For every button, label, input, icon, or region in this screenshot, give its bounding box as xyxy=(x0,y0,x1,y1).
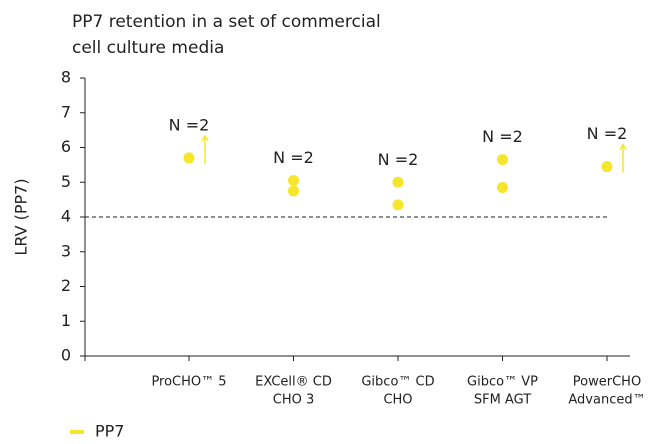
dot xyxy=(288,175,299,187)
annotation: N =2 xyxy=(273,148,314,167)
x-tick-label: Advanced™ xyxy=(568,393,645,408)
x-tick-label: EXCell® CD xyxy=(255,375,332,390)
y-tick-label: 3 xyxy=(61,241,71,260)
dot xyxy=(392,176,404,188)
y-tick-label: 6 xyxy=(61,137,71,156)
y-tick-label: 1 xyxy=(61,311,71,330)
arrow-head xyxy=(619,143,627,150)
y-tick-label: 0 xyxy=(61,346,71,365)
x-tick-label: Gibco™ VP xyxy=(467,375,538,390)
x-tick-label: PowerCHO xyxy=(573,375,641,390)
annotation: N =2 xyxy=(169,115,210,134)
y-tick-label: 4 xyxy=(61,207,71,226)
x-tick-label: CHO xyxy=(383,393,412,408)
dot xyxy=(601,161,613,173)
annotation: N =2 xyxy=(482,127,523,146)
annotation: N =2 xyxy=(378,150,419,169)
y-tick-label: 5 xyxy=(61,172,71,191)
dot xyxy=(392,199,404,211)
dot xyxy=(497,181,508,193)
y-tick-label: 8 xyxy=(61,68,71,87)
arrow-head xyxy=(201,134,209,142)
x-tick-label: CHO 3 xyxy=(273,393,315,408)
dot xyxy=(183,152,195,164)
x-tick-label: Gibco™ CD xyxy=(361,375,434,390)
x-tick-label: SFM AGT xyxy=(474,393,531,408)
y-axis-label: LRV (PP7) xyxy=(12,178,31,255)
y-tick-label: 2 xyxy=(61,276,71,295)
dot xyxy=(497,154,508,166)
dot xyxy=(288,185,299,197)
annotation: N =2 xyxy=(587,124,628,143)
x-tick-label: ProCHO™ 5 xyxy=(151,375,226,390)
chart-title: cell culture media xyxy=(72,38,224,58)
legend-label: PP7 xyxy=(95,422,124,441)
chart-title: PP7 retention in a set of commercial xyxy=(72,12,381,32)
y-tick-label: 7 xyxy=(61,102,71,121)
